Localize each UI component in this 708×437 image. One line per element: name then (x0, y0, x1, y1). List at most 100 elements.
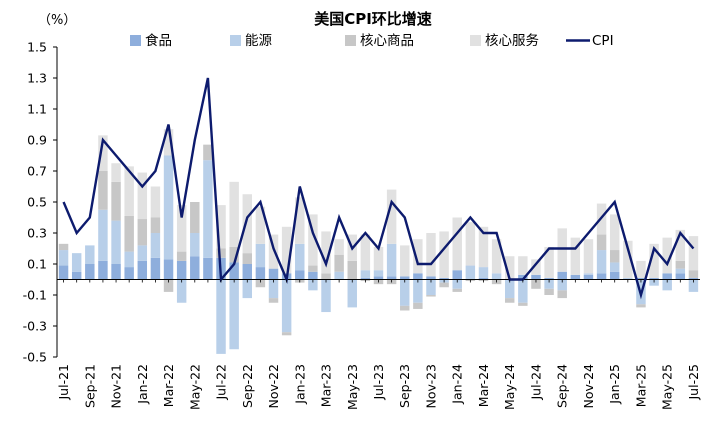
bar-segment (465, 265, 476, 280)
x-tick-label: May-22 (187, 364, 202, 410)
bar-segment (400, 279, 410, 306)
bar-segment (321, 279, 331, 313)
bar-segment (609, 271, 620, 280)
bar-segment (505, 256, 515, 280)
bar-segment (163, 155, 174, 260)
bar-segment (190, 202, 200, 233)
bar-segment (531, 274, 541, 280)
bar-segment (229, 181, 239, 247)
x-tick-label: Nov-21 (109, 364, 124, 408)
legend-label: CPI (592, 33, 614, 49)
bar-segment (623, 277, 633, 280)
bar-segment (334, 254, 344, 272)
x-tick-label: May-25 (660, 364, 675, 410)
y-axis: -0.5 -0.3 -0.1 0.1 0.3 0.5 0.7 0.9 1.1 1.3 1.5 (23, 40, 58, 365)
bar-segment (400, 245, 410, 277)
bar-segment (58, 250, 69, 266)
bar-segment (268, 298, 279, 303)
bar-segment (229, 262, 239, 280)
x-tick-label: Nov-22 (266, 364, 281, 408)
bar-segment (413, 279, 423, 303)
bar-segment (150, 186, 161, 218)
bar-segment (281, 279, 292, 333)
y-unit-label: （%） (38, 13, 76, 28)
x-tick-label: Mar-23 (319, 364, 334, 407)
bar-segment (124, 251, 134, 268)
bar-segment (58, 265, 69, 280)
x-tick-label: Jan-25 (607, 364, 622, 405)
x-tick-label: Jul-24 (528, 364, 543, 401)
y-tick-label: -0.1 (23, 288, 47, 303)
x-axis: Jul-21 Sep-21 Nov-21 Jan-22 Mar-22 May-22 Jul-… (56, 279, 701, 410)
bar-segment (452, 217, 462, 271)
bar-segment (531, 279, 541, 289)
y-tick-label: -0.3 (23, 319, 47, 334)
bar-segment (137, 172, 148, 220)
bar-segment (386, 189, 397, 244)
cpi-line (62, 77, 695, 300)
bar-segment (98, 209, 108, 261)
bar-segment (360, 277, 371, 280)
bar-segment (203, 160, 213, 258)
legend-swatch (130, 35, 141, 46)
bar-segment (176, 279, 187, 303)
x-tick-label: Jan-23 (292, 364, 307, 405)
x-tick-label: Sep-21 (82, 364, 97, 408)
bar-segment (400, 276, 410, 280)
bar-segment (203, 257, 213, 280)
bar-segment (623, 240, 633, 278)
bar-segment (688, 279, 699, 292)
y-tick-label: 0.1 (27, 257, 47, 272)
bar-segment (150, 257, 161, 280)
bar-segment (124, 166, 134, 216)
legend-label: 食品 (145, 32, 172, 49)
bar-segment (255, 279, 266, 288)
bar-segment (596, 250, 607, 274)
bar-segment (216, 279, 226, 354)
bar-segment (491, 239, 502, 274)
bar-segment (150, 233, 161, 258)
bar-segment (373, 270, 384, 277)
bar-segment (491, 273, 502, 280)
bar-segment (518, 302, 528, 306)
chart-title: 美国CPI环比增速 (314, 10, 432, 28)
bar-segment (360, 270, 371, 278)
bar-segment (688, 236, 699, 271)
bar-segment (439, 231, 449, 278)
bar-segment (570, 274, 581, 280)
bar-segment (334, 271, 344, 280)
bar-segment (150, 217, 161, 233)
bar-segment (98, 260, 108, 280)
x-tick-label: May-23 (345, 364, 360, 410)
x-tick-label: May-24 (502, 364, 517, 410)
bar-segment (478, 267, 489, 278)
bar-segment (675, 268, 686, 274)
x-tick-label: Jul-23 (371, 364, 386, 401)
bar-segment (308, 214, 318, 266)
bar-segment (505, 279, 515, 299)
bar-segment (557, 290, 567, 299)
bar-segment (636, 260, 646, 278)
bar-segment (98, 171, 108, 210)
bar-segment (452, 288, 462, 292)
bar-segment (373, 246, 384, 271)
bar-segment (649, 243, 659, 278)
bar-segment (544, 279, 554, 289)
x-tick-label: Mar-22 (161, 364, 176, 407)
bar-segment (413, 302, 423, 309)
bar-segment (544, 246, 554, 278)
bar-segment (203, 144, 213, 161)
bar-segment (662, 237, 672, 274)
bar-segment (426, 276, 436, 280)
bar-segment (609, 262, 620, 272)
bar-segment (111, 220, 121, 264)
bar-segment (400, 305, 410, 311)
bar-segment (386, 243, 397, 277)
bar-segment (176, 205, 187, 252)
y-tick-label: 1.1 (27, 102, 47, 117)
bar-segment (334, 239, 344, 255)
bar-segment (268, 268, 279, 280)
bar-segment (386, 276, 397, 280)
legend-swatch (470, 35, 481, 46)
